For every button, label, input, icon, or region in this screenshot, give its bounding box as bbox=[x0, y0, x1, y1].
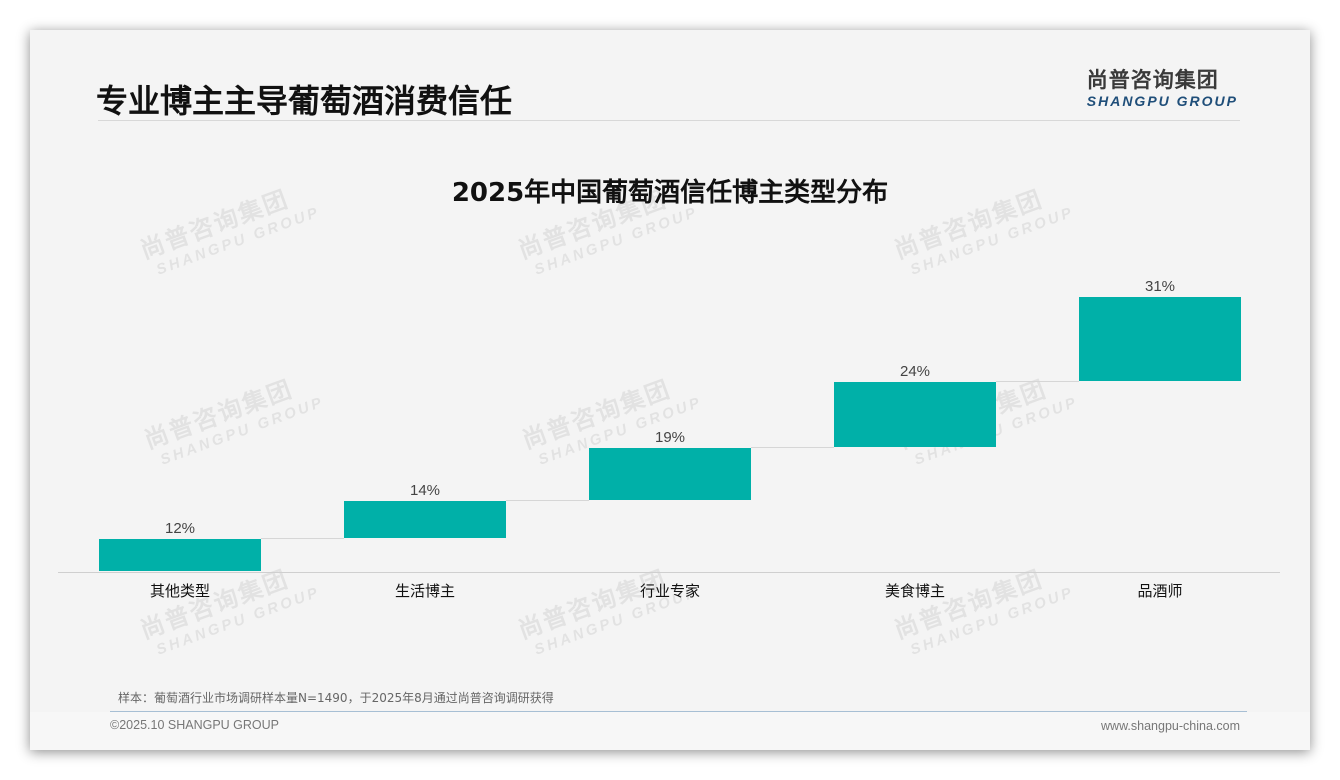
footer-band bbox=[30, 712, 1310, 750]
chart-plot-area: 12% 其他类型 14% 生活博主 19% 行业专家 24% 美食博主 31% 品酒师 bbox=[58, 260, 1280, 602]
footer-divider bbox=[110, 711, 1247, 712]
copyright-text: ©2025.10 SHANGPU GROUP bbox=[110, 718, 279, 732]
bar bbox=[1079, 297, 1241, 382]
bar-value-label: 19% bbox=[654, 429, 686, 447]
chart-title: 2025年中国葡萄酒信任博主类型分布 bbox=[451, 178, 889, 208]
bar-value-label: 12% bbox=[164, 520, 196, 537]
logo-text-cn: 尚普咨询集团 bbox=[1086, 68, 1219, 92]
connector-line bbox=[261, 538, 344, 539]
connector-line bbox=[506, 499, 589, 501]
bar-value-label: 14% bbox=[409, 481, 441, 499]
website-link[interactable]: www.shangpu-china.com bbox=[1101, 719, 1240, 733]
sample-note: 样本：葡萄酒行业市场调研样本量N=1490，于2025年8月通过尚普咨询调研获得 bbox=[118, 691, 554, 705]
bar-value-label: 24% bbox=[899, 363, 931, 381]
x-axis-category-label: 生活博主 bbox=[394, 582, 455, 600]
logo-text-en: SHANGPU GROUP bbox=[1086, 93, 1238, 109]
page-title: 专业博主主导葡萄酒消费信任 bbox=[96, 82, 513, 120]
slide: 专业博主主导葡萄酒消费信任 尚普咨询集团 SHANGPU GROUP 尚普咨询集… bbox=[30, 30, 1310, 750]
bar bbox=[344, 500, 506, 538]
connector-line bbox=[751, 447, 834, 449]
connector-line bbox=[996, 381, 1079, 383]
x-axis-category-label: 品酒师 bbox=[1137, 582, 1183, 600]
bar bbox=[589, 448, 751, 500]
bar bbox=[834, 382, 996, 448]
x-axis-category-label: 美食博主 bbox=[884, 582, 945, 600]
x-axis-line bbox=[58, 572, 1280, 573]
title-divider bbox=[98, 120, 1240, 121]
x-axis-category-label: 行业专家 bbox=[639, 582, 700, 600]
x-axis-category-label: 其他类型 bbox=[149, 582, 210, 600]
company-logo: 尚普咨询集团 SHANGPU GROUP bbox=[1087, 64, 1238, 109]
bar bbox=[99, 539, 261, 571]
bar-value-label: 31% bbox=[1144, 278, 1176, 295]
